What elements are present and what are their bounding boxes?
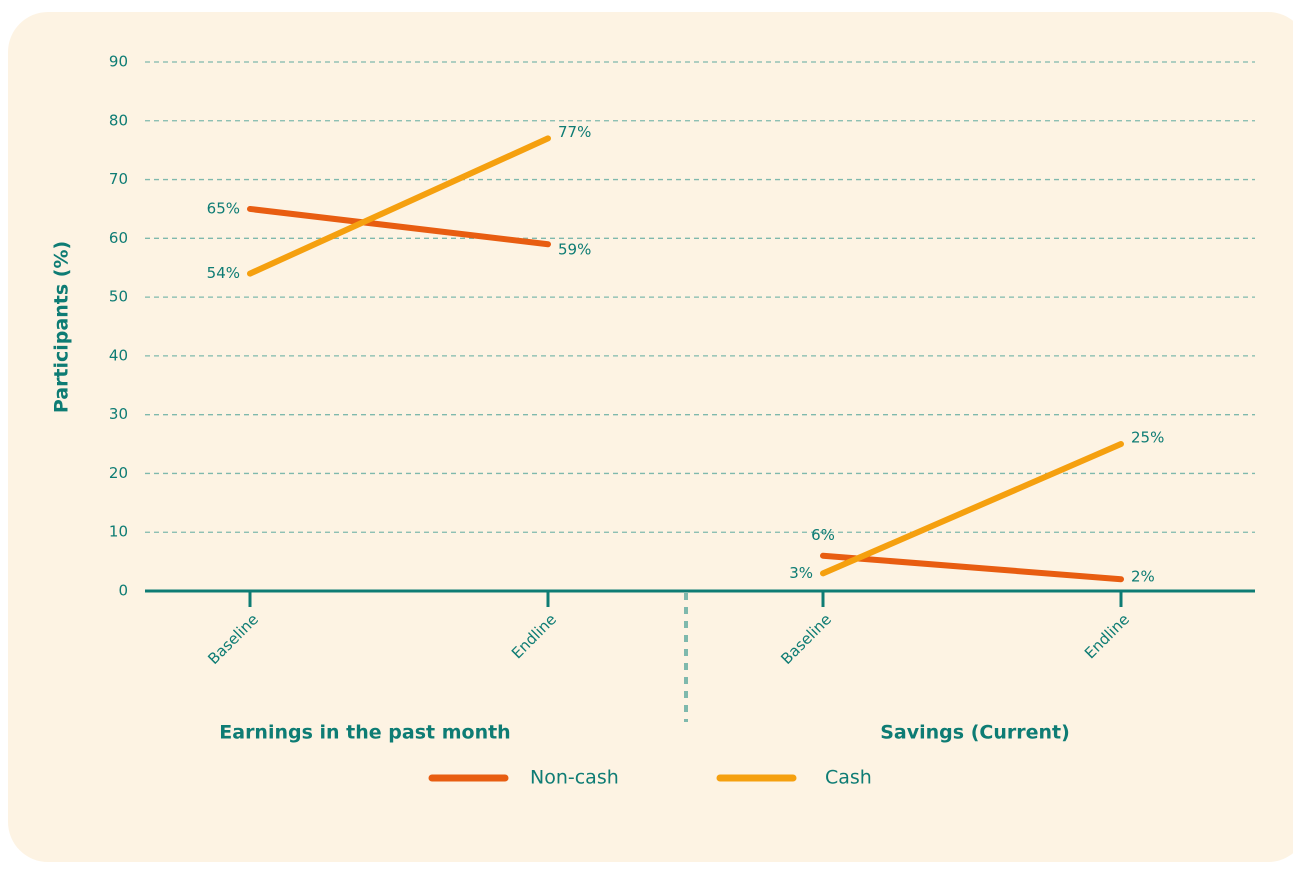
data-label: 3% — [789, 564, 813, 582]
y-tick-label: 90 — [109, 53, 128, 71]
data-label: 2% — [1131, 568, 1155, 586]
card-background — [8, 12, 1293, 862]
legend-label: Cash — [825, 767, 872, 789]
series-line — [820, 441, 1124, 577]
data-label: 6% — [811, 526, 835, 544]
y-tick-label: 30 — [109, 405, 128, 423]
series-line — [247, 205, 551, 248]
data-label: 54% — [207, 264, 240, 282]
series-line — [820, 552, 1124, 583]
y-axis-label: Participants (%) — [51, 241, 73, 413]
y-tick-label: 0 — [118, 582, 128, 600]
y-tick-label: 70 — [109, 170, 128, 188]
data-label: 65% — [207, 199, 240, 217]
y-tick-label: 40 — [109, 346, 128, 364]
y-tick-label: 60 — [109, 229, 128, 247]
y-tick-label: 10 — [109, 523, 128, 541]
series-line — [247, 135, 551, 277]
panel-title: Savings (Current) — [880, 722, 1070, 744]
data-label: 25% — [1131, 429, 1164, 447]
data-label: 59% — [558, 241, 591, 259]
legend-label: Non-cash — [530, 767, 619, 789]
y-tick-label: 80 — [109, 111, 128, 129]
data-label: 77% — [558, 123, 591, 141]
panel-title: Earnings in the past month — [219, 722, 510, 744]
y-tick-label: 20 — [109, 464, 128, 482]
y-tick-label: 50 — [109, 288, 128, 306]
